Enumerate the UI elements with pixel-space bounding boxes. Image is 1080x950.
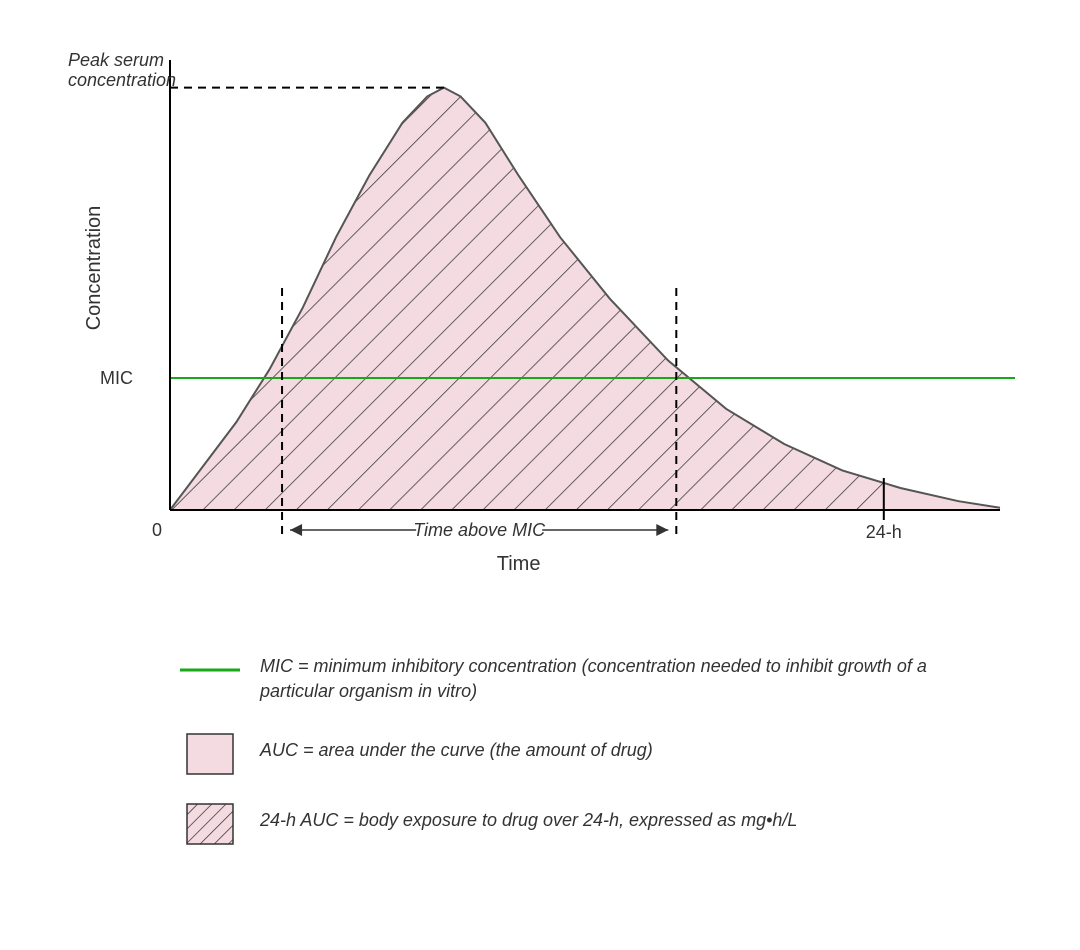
svg-text:Peak serum: Peak serum (68, 50, 164, 70)
legend-text-auc24: 24-h AUC = body exposure to drug over 24… (260, 804, 797, 833)
svg-text:Concentration: Concentration (83, 206, 105, 331)
chart-svg: Peak serumconcentration Concentration MIC 0… (60, 30, 1020, 590)
pk-chart: Peak serumconcentration Concentration MIC 0… (60, 30, 1020, 590)
svg-text:Time above MIC: Time above MIC (413, 520, 546, 540)
legend-swatch-auc24 (180, 804, 240, 844)
legend-text-auc: AUC = area under the curve (the amount o… (260, 734, 653, 763)
svg-text:concentration: concentration (68, 70, 176, 90)
legend-item-mic: MIC = minimum inhibitory concentration (… (180, 650, 960, 704)
legend-text-mic: MIC = minimum inhibitory concentration (… (260, 650, 960, 704)
legend-item-auc24: 24-h AUC = body exposure to drug over 24… (180, 804, 960, 844)
legend-item-auc: AUC = area under the curve (the amount o… (180, 734, 960, 774)
svg-text:24-h: 24-h (866, 522, 902, 542)
legend-swatch-auc (180, 734, 240, 774)
svg-text:0: 0 (152, 520, 162, 540)
svg-text:Time: Time (497, 553, 541, 575)
legend: MIC = minimum inhibitory concentration (… (180, 650, 960, 844)
svg-text:MIC: MIC (100, 368, 133, 388)
legend-swatch-mic (180, 650, 240, 690)
